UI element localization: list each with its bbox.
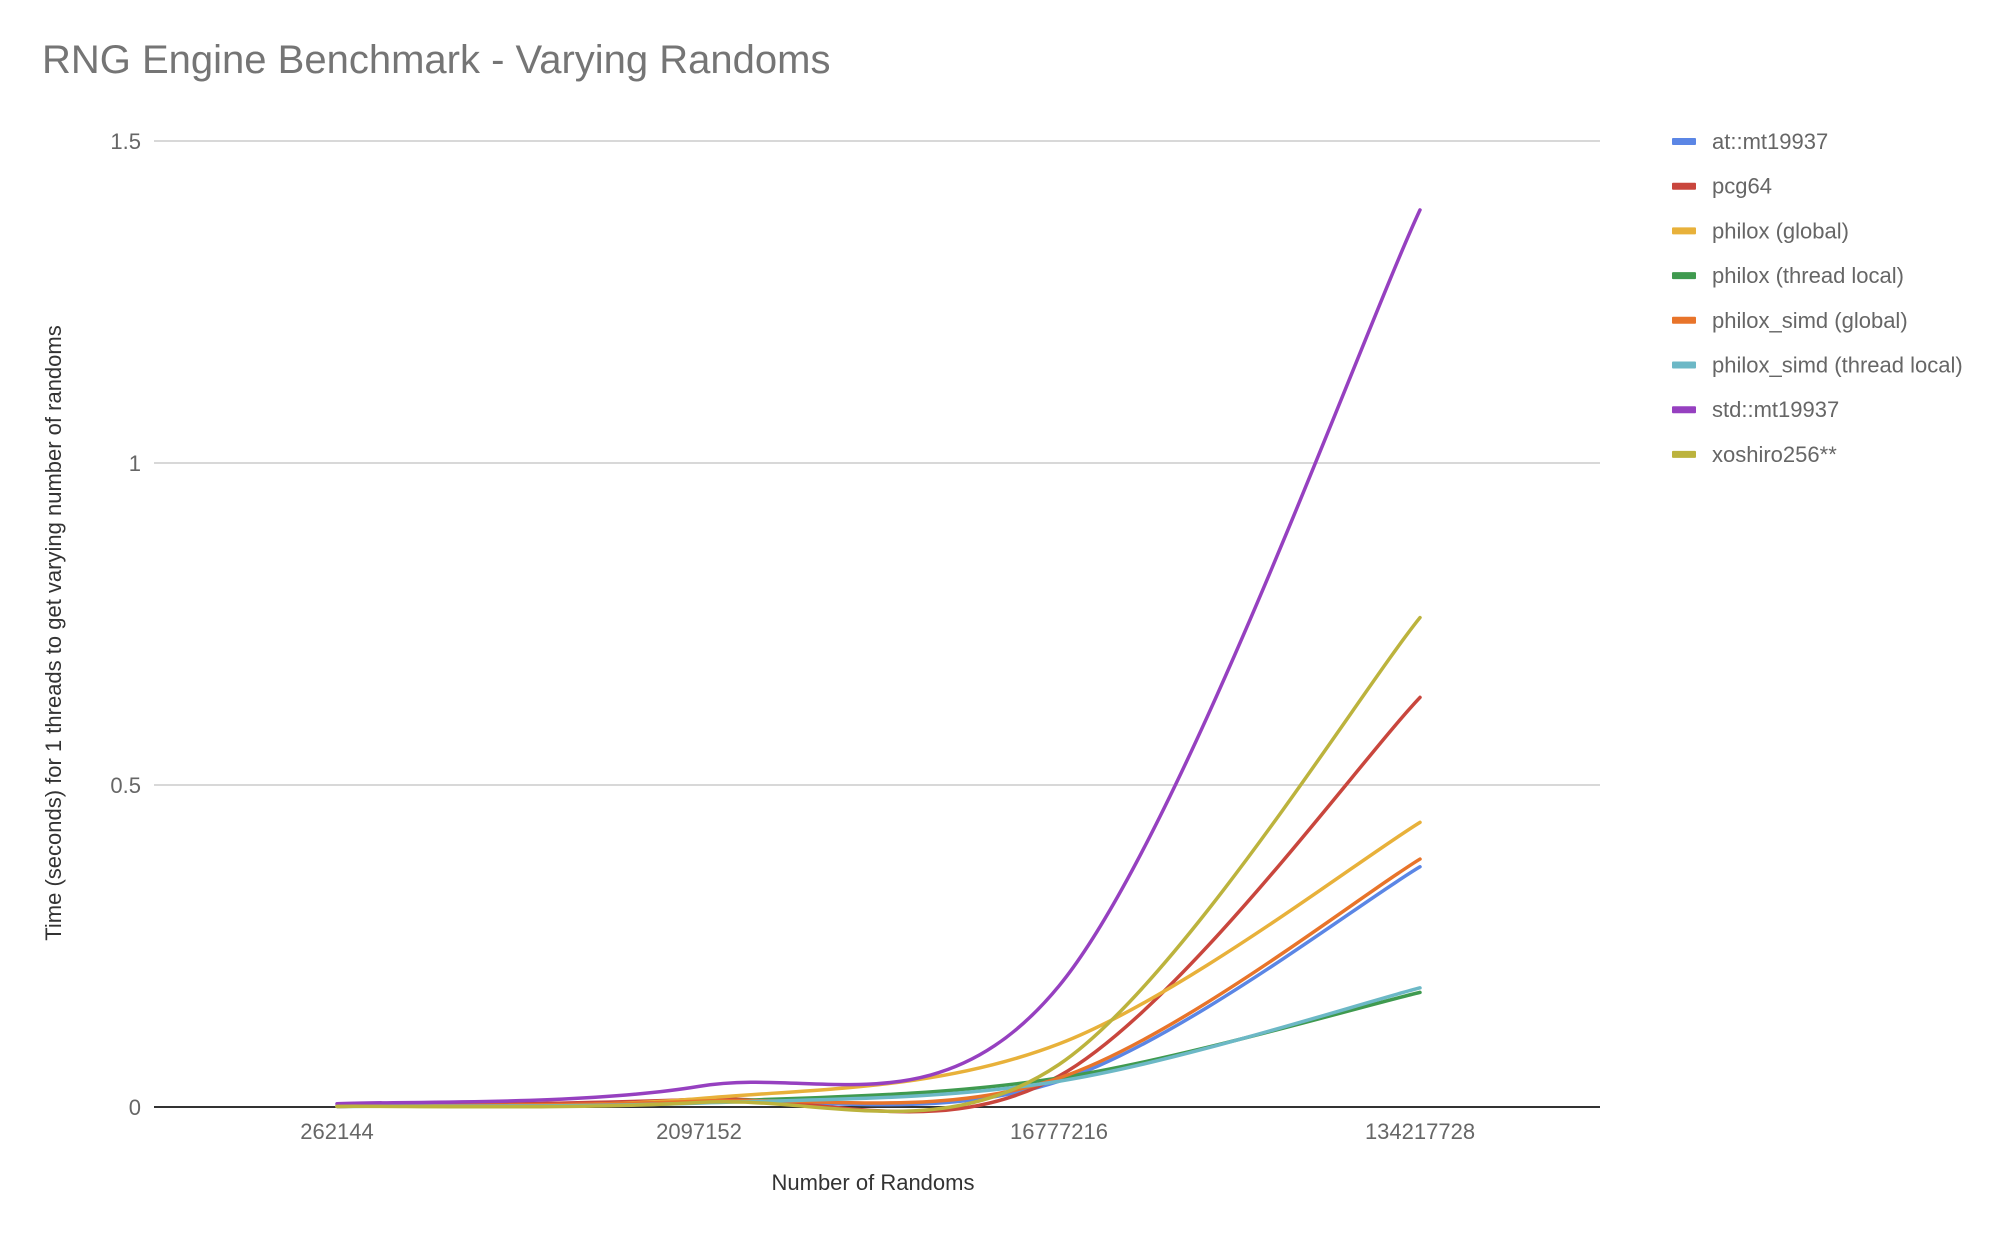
grid-layer xyxy=(154,140,1600,786)
series-line xyxy=(335,820,1422,1109)
legend-swatch xyxy=(1672,272,1696,280)
legend-label: philox (thread local) xyxy=(1712,263,1904,288)
y-tick-label: 0.5 xyxy=(110,773,141,798)
y-axis-label: Time (seconds) for 1 threads to get vary… xyxy=(41,325,66,940)
legend-label: xoshiro256** xyxy=(1712,442,1837,467)
axis-layer: 0 0.5 1 1.5 262144 2097152 16777216 134217728 xyxy=(110,129,1600,1144)
legend-label: philox_simd (global) xyxy=(1712,308,1908,333)
legend-swatch xyxy=(1672,316,1696,324)
y-tick-label: 1 xyxy=(129,451,141,476)
series-line xyxy=(335,865,1422,1109)
series-line xyxy=(335,695,1422,1114)
legend-swatch xyxy=(1672,361,1696,369)
series-line xyxy=(335,990,1422,1109)
series-line xyxy=(335,615,1422,1114)
legend-swatch xyxy=(1672,406,1696,414)
x-tick-label: 262144 xyxy=(300,1119,373,1144)
legend-label: philox_simd (thread local) xyxy=(1712,353,1963,378)
x-axis-label: Number of Randoms xyxy=(772,1170,975,1195)
series-line xyxy=(335,208,1422,1106)
legend-swatch xyxy=(1672,227,1696,235)
legend-label: at::mt19937 xyxy=(1712,129,1828,154)
series-layer xyxy=(335,208,1422,1114)
legend-label: std::mt19937 xyxy=(1712,397,1839,422)
x-tick-label: 2097152 xyxy=(656,1119,742,1144)
y-tick-label: 1.5 xyxy=(110,129,141,154)
legend-swatch xyxy=(1672,138,1696,145)
legend-swatch xyxy=(1672,182,1696,190)
legend-label: pcg64 xyxy=(1712,174,1772,199)
series-line xyxy=(335,986,1422,1109)
series-line xyxy=(335,857,1422,1109)
chart-title: RNG Engine Benchmark - Varying Randoms xyxy=(42,38,831,82)
y-tick-label: 0 xyxy=(129,1095,141,1120)
legend-label: philox (global) xyxy=(1712,218,1849,243)
x-tick-label: 16777216 xyxy=(1010,1119,1108,1144)
legend-swatch xyxy=(1672,450,1696,458)
x-tick-label: 134217728 xyxy=(1365,1119,1475,1144)
